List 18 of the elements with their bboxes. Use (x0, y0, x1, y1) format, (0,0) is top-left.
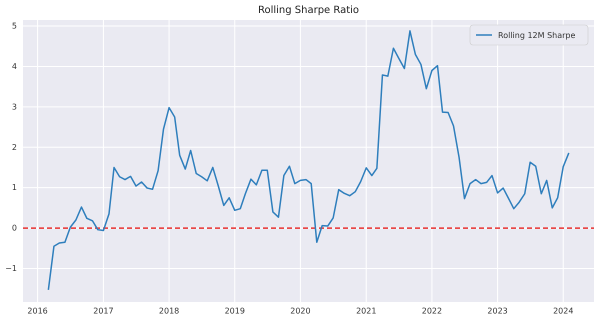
y-tick-label: 3 (12, 102, 17, 112)
y-tick-label: 0 (12, 224, 17, 233)
x-tick-label: 2020 (290, 306, 311, 316)
y-tick-label: 1 (12, 183, 17, 192)
x-tick-label: 2023 (487, 306, 508, 316)
x-tick-label: 2022 (422, 306, 442, 316)
x-tick-label: 2018 (158, 306, 180, 316)
y-tick-label: 4 (12, 62, 17, 72)
y-tick-label: 5 (12, 22, 17, 31)
y-tick-label: 2 (12, 142, 17, 152)
chart-title: Rolling Sharpe Ratio (258, 5, 360, 16)
y-tick-label: −1 (5, 264, 17, 274)
x-tick-label: 2021 (356, 306, 376, 316)
x-tick-label: 2024 (553, 306, 574, 316)
x-tick-label: 2017 (93, 306, 114, 316)
x-tick-label: 2016 (27, 306, 48, 316)
legend-label: Rolling 12M Sharpe (498, 31, 576, 40)
x-tick-label: 2019 (224, 306, 245, 316)
